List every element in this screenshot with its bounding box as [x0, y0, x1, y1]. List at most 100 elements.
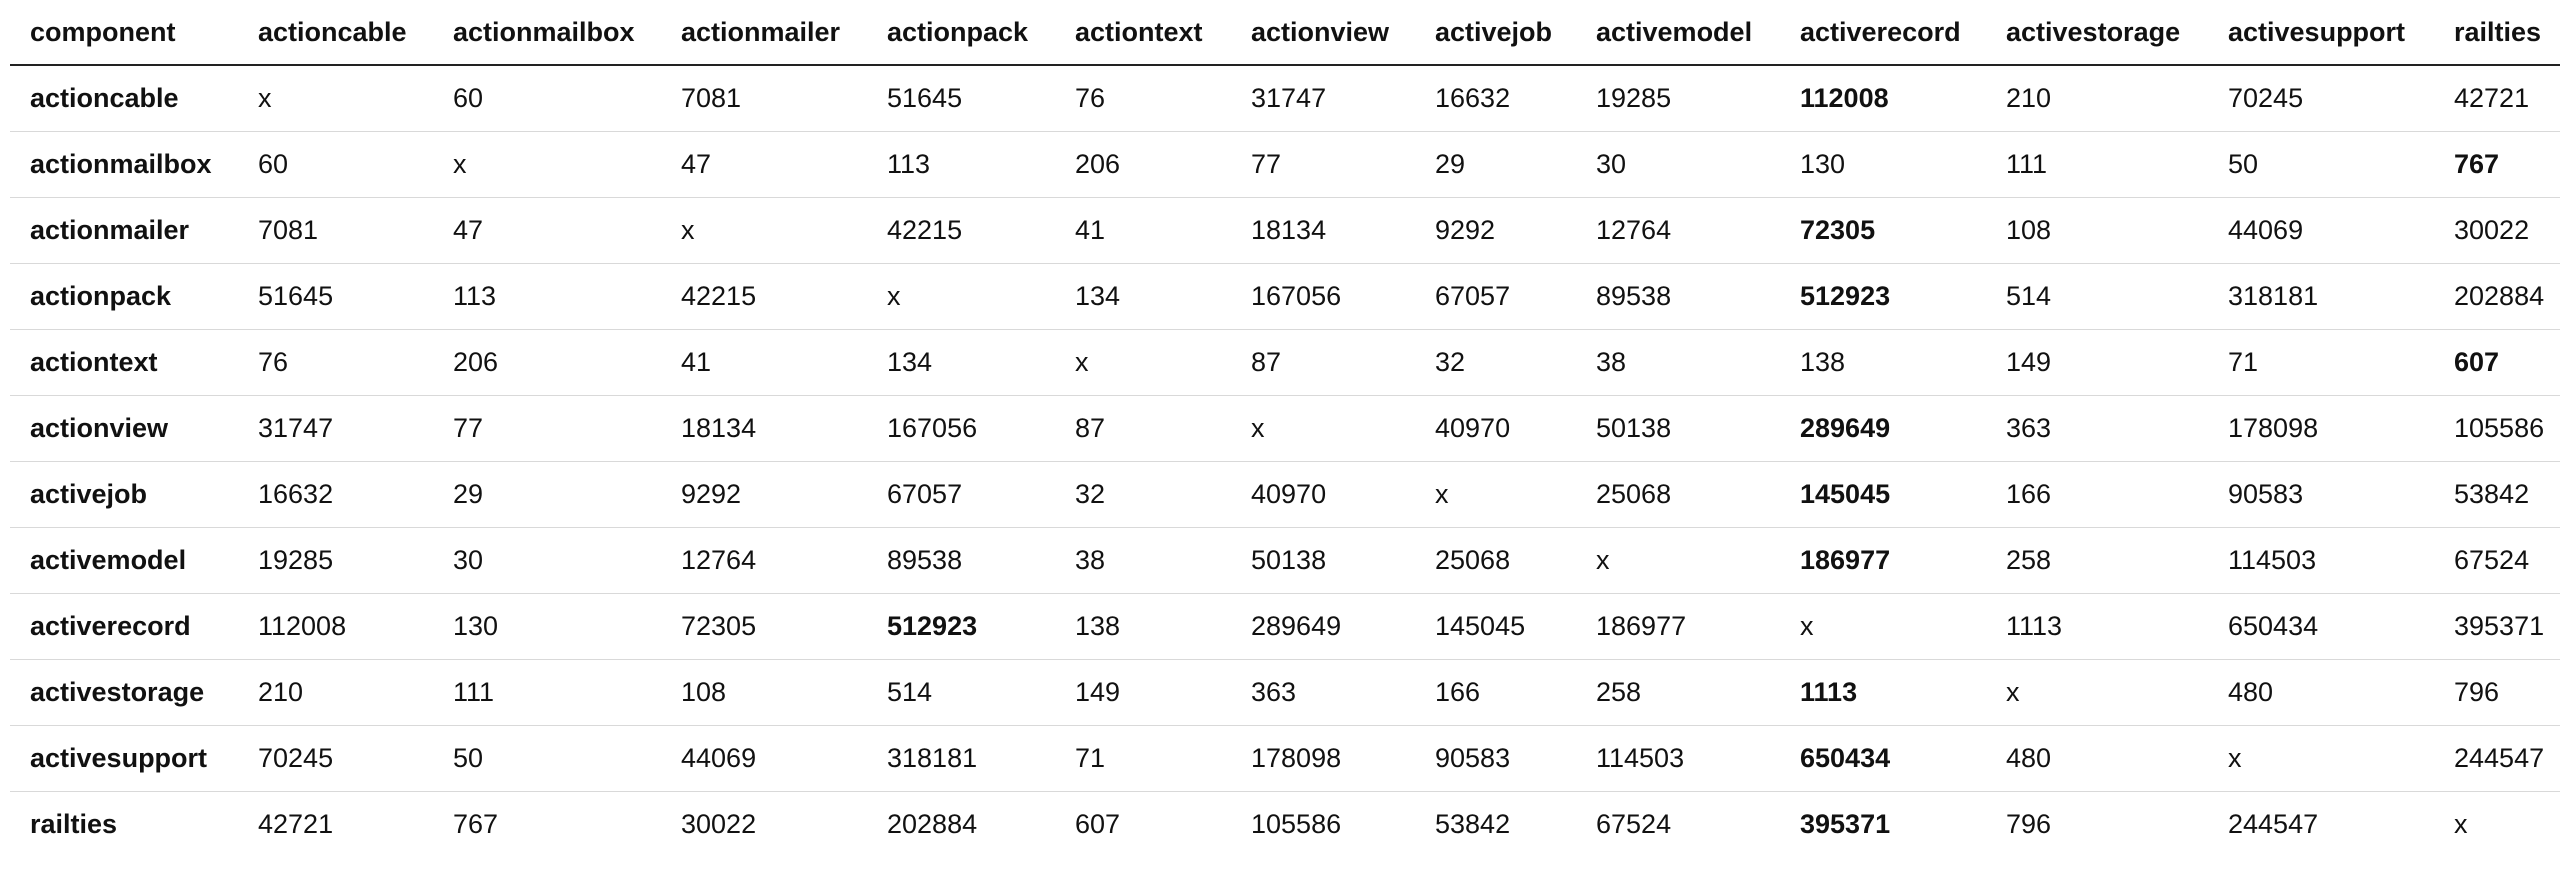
table-cell: 89538: [867, 527, 1055, 594]
table-cell: 77: [433, 395, 661, 462]
table-cell: 18134: [661, 395, 867, 462]
table-cell: 108: [661, 659, 867, 726]
table-cell: 53842: [1435, 809, 1511, 839]
column-header-activestorage: activestorage: [1986, 0, 2208, 66]
table-cell: 112008: [238, 593, 433, 660]
table-cell: 32: [1415, 329, 1576, 396]
table-cell: 480: [2208, 659, 2434, 726]
table-cell: 70245: [2208, 65, 2434, 132]
table-cell: 67524: [1596, 809, 1672, 839]
table-cell: x: [1986, 659, 2208, 726]
table-cell: 47: [661, 131, 867, 198]
table-cell: 395371: [2434, 593, 2560, 660]
row-label-actionpack: actionpack: [10, 263, 238, 330]
table-cell: 30022: [2434, 197, 2560, 264]
table-cell: 114503: [1576, 725, 1780, 792]
table-cell: 650434: [2208, 593, 2434, 660]
table-cell: 60: [433, 65, 661, 132]
table-cell: 90583: [2208, 461, 2434, 528]
row-label-actionview: actionview: [10, 395, 238, 462]
table-cell: 76: [238, 329, 433, 396]
table-cell: 87: [1055, 395, 1231, 462]
table-cell: 244547: [2228, 809, 2319, 839]
table-cell: 206: [433, 329, 661, 396]
table-cell: 51645: [238, 263, 433, 330]
column-header-actionpack: actionpack: [867, 0, 1055, 66]
table-cell: 87: [1231, 329, 1415, 396]
row-label-actioncable: actioncable: [10, 65, 238, 132]
table-cell: 12764: [1576, 197, 1780, 264]
table-cell: 16632: [238, 461, 433, 528]
table-cell: 29: [433, 461, 661, 528]
row-label-actiontext: actiontext: [10, 329, 238, 396]
table-cell: 71: [1055, 725, 1231, 792]
row-label-activerecord: activerecord: [10, 593, 238, 660]
table-cell: 202884: [2434, 263, 2560, 330]
table-cell: 105586: [2434, 395, 2560, 462]
table-cell: 167056: [1231, 263, 1415, 330]
table-cell: 138: [1055, 593, 1231, 660]
table-cell: 480: [1986, 725, 2208, 792]
table-cell: 30: [1576, 131, 1780, 198]
table-cell: 16632: [1415, 65, 1576, 132]
table-cell: 512923: [867, 593, 1055, 660]
table-cell: 31747: [238, 395, 433, 462]
table-cell: 108: [1986, 197, 2208, 264]
column-header-activesupport: activesupport: [2208, 0, 2434, 66]
table-cell: 9292: [661, 461, 867, 528]
table-cell: 60: [238, 131, 433, 198]
column-header-actionmailbox: actionmailbox: [433, 0, 661, 66]
table-cell: 51645: [867, 65, 1055, 132]
table-cell: x: [2208, 725, 2434, 792]
table-header: component actioncable actionmailbox actionm…: [10, 0, 2560, 66]
table-row: actioncable x 60 7081 51645 76 31747 16632 19285…: [10, 65, 2560, 132]
table-cell: x: [1780, 593, 1986, 660]
table-cell: 12764: [661, 527, 867, 594]
table-cell: 77: [1231, 131, 1415, 198]
table-cell: 50138: [1231, 527, 1415, 594]
table-cell: 67524: [2434, 527, 2560, 594]
table-cell: 796: [2006, 809, 2052, 839]
table-cell: 71: [2208, 329, 2434, 396]
table-cell: 167056: [867, 395, 1055, 462]
row-label-actionmailer: actionmailer: [10, 197, 238, 264]
table-cell: 130: [433, 593, 661, 660]
table-cell: 44069: [661, 725, 867, 792]
table-cell: 145045: [1780, 461, 1986, 528]
table-cell: 31747: [1231, 65, 1415, 132]
table-cell: 1113: [1780, 659, 1986, 726]
row-label-actionmailbox: actionmailbox: [10, 131, 238, 198]
table-cell: 30022: [681, 809, 757, 839]
table-cell: 113: [433, 263, 661, 330]
table-cell: 111: [1986, 131, 2208, 198]
table-cell: 258: [1576, 659, 1780, 726]
table-cell: 512923: [1780, 263, 1986, 330]
table-row: actionmailbox 60 x 47 113 206 77 29 30 130 111 50 76…: [10, 131, 2560, 198]
table-cell: 202884: [887, 809, 978, 839]
column-header-actioncable: actioncable: [238, 0, 433, 66]
table-cell: 111: [433, 659, 661, 726]
table-row: activesupport 70245 50 44069 318181 71 178098 9…: [10, 725, 2560, 792]
table-cell: x: [433, 131, 661, 198]
table-cell: 186977: [1576, 593, 1780, 660]
table-row: actionmailer 7081 47 x 42215 41 18134 9292 12764…: [10, 197, 2560, 264]
table-row: activemodel 19285 30 12764 89538 38 50138 25068…: [10, 527, 2560, 594]
column-header-activejob: activejob: [1415, 0, 1576, 66]
column-header-component: component: [10, 0, 238, 66]
table-cell: 178098: [2208, 395, 2434, 462]
table-cell: 32: [1055, 461, 1231, 528]
table-cell: 138: [1780, 329, 1986, 396]
table-cell: x: [1055, 329, 1231, 396]
table-cell: 76: [1055, 65, 1231, 132]
table-cell: 395371: [1800, 809, 1891, 839]
column-header-activemodel: activemodel: [1576, 0, 1780, 66]
table-cell: 112008: [1780, 65, 1986, 132]
table-cell: 318181: [2208, 263, 2434, 330]
table-cell: 89538: [1576, 263, 1780, 330]
table-cell: 19285: [1576, 65, 1780, 132]
table-cell: 206: [1055, 131, 1231, 198]
row-label-railties: railties: [30, 809, 118, 839]
table-cell: 149: [1055, 659, 1231, 726]
table-cell: 7081: [661, 65, 867, 132]
row-label-activesupport: activesupport: [10, 725, 238, 792]
